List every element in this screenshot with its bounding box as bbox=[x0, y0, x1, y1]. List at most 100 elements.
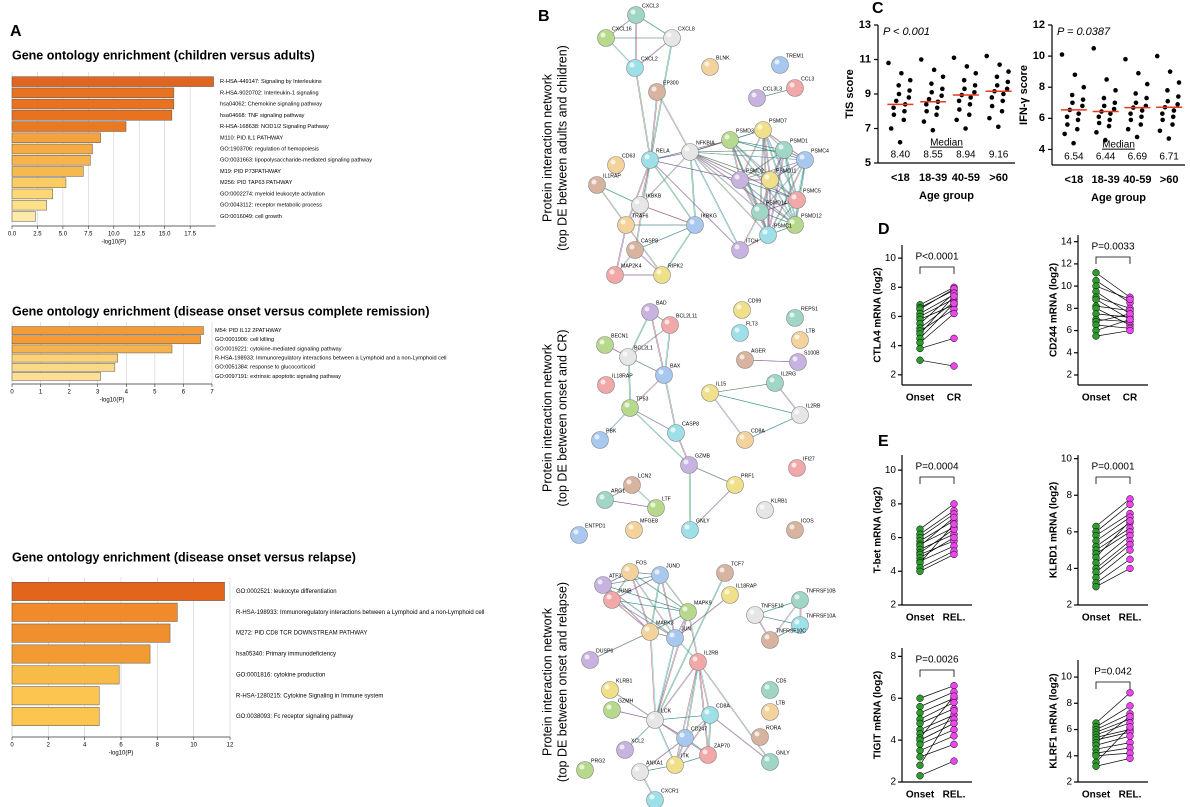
data-point bbox=[924, 108, 929, 114]
data-point bbox=[963, 126, 968, 131]
pair-line bbox=[919, 292, 955, 325]
pair-line bbox=[1095, 692, 1131, 724]
data-point bbox=[1064, 114, 1070, 120]
node-highlight bbox=[704, 61, 710, 67]
data-point bbox=[1092, 583, 1100, 591]
median-title: Median bbox=[1102, 140, 1135, 151]
pair-line bbox=[1095, 722, 1131, 736]
node-highlight bbox=[792, 356, 798, 362]
network-edge bbox=[629, 407, 690, 466]
data-point bbox=[1091, 46, 1097, 51]
network-edge bbox=[640, 204, 697, 226]
network-node-label: PSMC5 bbox=[803, 188, 821, 194]
data-point bbox=[921, 119, 927, 124]
data-point bbox=[1160, 117, 1165, 123]
node-highlight bbox=[644, 306, 650, 312]
bracket bbox=[919, 266, 955, 274]
data-point bbox=[967, 102, 973, 107]
y-tick-label: 5 bbox=[865, 157, 871, 169]
y-tick-label: 4 bbox=[1039, 143, 1046, 155]
network-edge bbox=[674, 594, 731, 639]
pair-line bbox=[1095, 531, 1131, 555]
pair-line bbox=[1095, 716, 1131, 743]
node-highlight bbox=[599, 339, 605, 345]
network-edge bbox=[655, 611, 690, 721]
x-tick-label: 12.5 bbox=[133, 232, 145, 238]
bar bbox=[11, 166, 84, 177]
median-label: 9.16 bbox=[989, 150, 1009, 161]
data-point bbox=[1126, 689, 1134, 697]
data-point bbox=[989, 95, 995, 100]
x-tick-label: 0.0 bbox=[8, 232, 17, 238]
data-point bbox=[950, 682, 958, 690]
pair-line bbox=[1095, 705, 1131, 728]
network-edge bbox=[649, 91, 658, 161]
network-edge bbox=[627, 324, 671, 358]
data-point bbox=[1126, 723, 1134, 731]
network-node-label: NFKBIA bbox=[696, 140, 715, 146]
data-point bbox=[999, 108, 1005, 114]
data-point bbox=[1126, 564, 1134, 573]
network-edge bbox=[762, 129, 798, 201]
node-highlight bbox=[679, 732, 685, 738]
bar bbox=[11, 121, 127, 132]
data-point bbox=[940, 74, 946, 80]
network-edge bbox=[784, 149, 797, 226]
node-highlight bbox=[599, 494, 605, 500]
data-point bbox=[1107, 117, 1113, 123]
data-point bbox=[929, 81, 934, 86]
data-point bbox=[972, 89, 977, 95]
x-tick-label: Onset bbox=[1082, 613, 1111, 624]
data-point bbox=[1092, 332, 1100, 340]
data-point bbox=[1139, 114, 1144, 120]
data-point bbox=[950, 533, 958, 542]
data-point bbox=[902, 108, 907, 114]
x-tick-label: 6 bbox=[119, 743, 123, 749]
bar bbox=[11, 143, 93, 155]
node-highlight bbox=[774, 59, 780, 65]
network-node-label: PSMD7 bbox=[769, 118, 787, 124]
pair-line bbox=[1095, 285, 1131, 300]
network-node-label: IKBKB bbox=[646, 193, 662, 199]
data-point bbox=[886, 60, 891, 66]
node-highlight bbox=[794, 594, 800, 600]
y-tick-label: 4 bbox=[1066, 750, 1072, 761]
node-highlight bbox=[658, 369, 664, 375]
median-label: 6.54 bbox=[1064, 152, 1084, 163]
data-point bbox=[1125, 126, 1131, 132]
y-tick-label: 4 bbox=[890, 566, 896, 577]
node-highlight bbox=[600, 379, 606, 385]
data-point bbox=[1069, 92, 1075, 98]
network-edge bbox=[663, 374, 677, 434]
x-tick-label: Onset bbox=[1082, 393, 1111, 404]
network-edge bbox=[744, 414, 801, 441]
network-edge bbox=[685, 661, 700, 739]
data-point bbox=[1065, 122, 1070, 127]
data-point bbox=[918, 57, 924, 62]
data-point bbox=[931, 67, 937, 73]
data-point bbox=[1170, 114, 1176, 120]
data-point bbox=[968, 95, 973, 100]
node-highlight bbox=[622, 351, 628, 357]
bar-label: R-HSA-449147: Signaling by Interleukins bbox=[220, 79, 322, 85]
network-edge bbox=[611, 574, 661, 601]
y-tick-label: 2 bbox=[1066, 370, 1072, 381]
pair-line bbox=[919, 695, 955, 739]
y-tick-label: 12 bbox=[1033, 19, 1045, 31]
network-node-label: GNLY bbox=[696, 518, 710, 524]
bar-label: R-HSA-1280215: Cytokine Signaling in Imm… bbox=[236, 693, 383, 699]
bar-label: hsa04668: TNF signaling pathway bbox=[220, 113, 305, 119]
x-tick-label: <18 bbox=[891, 172, 910, 184]
panel-letter: D bbox=[878, 221, 890, 238]
data-point bbox=[950, 698, 958, 707]
data-point bbox=[1092, 762, 1100, 770]
pair-line bbox=[919, 303, 955, 339]
node-highlight bbox=[704, 387, 710, 393]
network-node-label: ANXA1 bbox=[646, 760, 663, 766]
network-edge bbox=[602, 584, 689, 613]
node-highlight bbox=[724, 589, 730, 595]
node-highlight bbox=[654, 569, 660, 575]
network-edge bbox=[690, 151, 772, 181]
data-point bbox=[954, 117, 959, 123]
node-highlight bbox=[669, 759, 675, 765]
